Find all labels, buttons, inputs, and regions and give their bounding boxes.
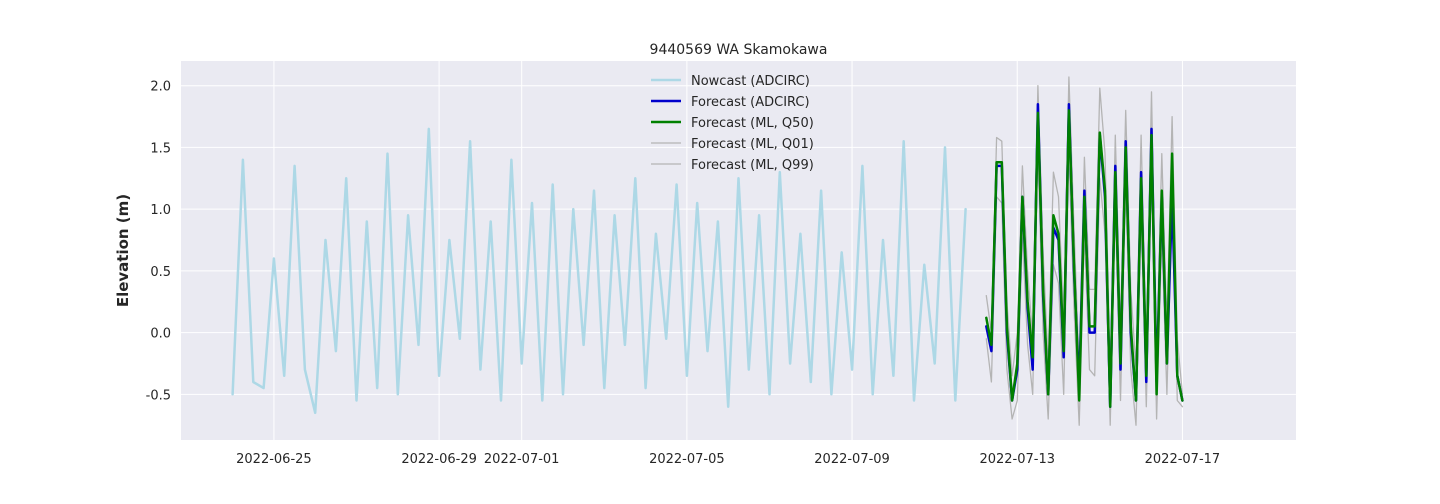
legend-label-2: Forecast (ML, Q50) (691, 116, 814, 131)
legend-label-0: Nowcast (ADCIRC) (691, 74, 810, 89)
x-tick-label: 2022-07-13 (979, 452, 1055, 467)
x-tick-label: 2022-06-25 (236, 452, 312, 467)
legend-label-1: Forecast (ADCIRC) (691, 95, 810, 110)
series-line-2 (985, 109, 1184, 408)
y-tick-label: 2.0 (150, 80, 171, 95)
x-tick-label: 2022-07-01 (484, 452, 560, 467)
legend-label-4: Forecast (ML, Q99) (691, 158, 814, 173)
x-tick-label: 2022-06-29 (401, 452, 477, 467)
y-axis-label: Elevation (m) (114, 194, 132, 307)
y-tick-label: 0.0 (150, 327, 171, 342)
series-layer (231, 76, 1184, 426)
x-tick-label: 2022-07-17 (1145, 452, 1221, 467)
series-line-0 (231, 127, 967, 415)
x-tick-label: 2022-07-05 (649, 452, 725, 467)
y-tick-label: 1.0 (150, 203, 171, 218)
tick-labels: 2022-06-25 2022-06-29 2022-07-01 2022-07-05… (146, 80, 1221, 467)
y-tick-label: 0.5 (150, 265, 171, 280)
y-tick-label: -0.5 (146, 388, 171, 403)
x-tick-label: 2022-07-09 (814, 452, 890, 467)
y-tick-label: 1.5 (150, 141, 171, 156)
legend: Nowcast (ADCIRC) Forecast (ADCIRC) Forecas… (651, 74, 814, 173)
chart-title: 9440569 WA Skamokawa (650, 42, 828, 58)
legend-label-3: Forecast (ML, Q01) (691, 137, 814, 152)
